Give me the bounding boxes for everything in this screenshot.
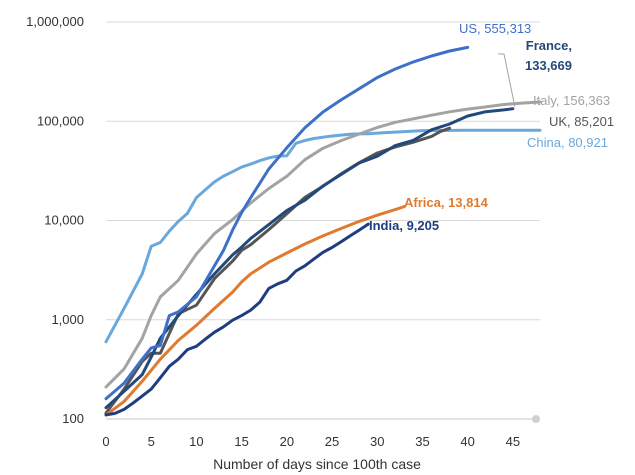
x-tick-label: 0 bbox=[102, 434, 109, 449]
series-line-india bbox=[104, 222, 370, 417]
series-value-uk: 85,201 bbox=[574, 114, 614, 129]
x-tick-label: 35 bbox=[415, 434, 429, 449]
label-connector bbox=[498, 53, 516, 107]
series-labels: China, 80,921 Italy, 156,363 UK, 85,201 Fra… bbox=[369, 21, 614, 233]
series-value-africa: 13,814 bbox=[448, 195, 489, 210]
y-tick-label: 10,000 bbox=[44, 213, 84, 228]
series-label-china: China, 80,921 bbox=[527, 135, 608, 150]
gridlines bbox=[106, 21, 540, 321]
y-tick-label: 1,000 bbox=[51, 312, 84, 327]
x-tick-label: 5 bbox=[148, 434, 155, 449]
series-line-italy bbox=[104, 100, 542, 389]
x-tick-label: 30 bbox=[370, 434, 384, 449]
y-axis-ticks: 100 1,000 10,000 100,000 1,000,000 bbox=[26, 14, 84, 426]
series-label-us: US, 555,313 bbox=[459, 21, 531, 36]
series-value-india: 9,205 bbox=[407, 218, 440, 233]
x-axis-ticks: 0 5 10 15 20 25 30 35 40 45 bbox=[102, 434, 520, 449]
series-line-uk bbox=[104, 126, 452, 415]
x-tick-label: 10 bbox=[189, 434, 203, 449]
series-value-italy: 156,363 bbox=[563, 93, 610, 108]
series-line-us bbox=[104, 45, 470, 401]
series-label-france: France, bbox=[526, 38, 572, 53]
series-value-us: 555,313 bbox=[484, 21, 531, 36]
series-line-china bbox=[104, 128, 542, 344]
series-label-uk: UK, 85,201 bbox=[549, 114, 614, 129]
series-label-italy: Italy, 156,363 bbox=[533, 93, 610, 108]
series-line-africa bbox=[104, 205, 406, 417]
series-lines bbox=[104, 45, 542, 417]
series-value-france: 133,669 bbox=[525, 58, 572, 73]
x-axis-end-marker bbox=[532, 415, 540, 423]
x-axis-title: Number of days since 100th case bbox=[213, 456, 421, 472]
series-label-india: India, 9,205 bbox=[369, 218, 439, 233]
x-tick-label: 40 bbox=[460, 434, 474, 449]
series-line-france bbox=[104, 107, 515, 410]
x-tick-label: 20 bbox=[280, 434, 294, 449]
series-label-africa: Africa, 13,814 bbox=[404, 195, 489, 210]
y-tick-label: 1,000,000 bbox=[26, 14, 84, 29]
x-tick-label: 25 bbox=[325, 434, 339, 449]
y-tick-label: 100 bbox=[62, 411, 84, 426]
x-tick-label: 45 bbox=[506, 434, 520, 449]
x-tick-label: 15 bbox=[234, 434, 248, 449]
y-tick-label: 100,000 bbox=[37, 113, 84, 128]
series-value-china: 80,921 bbox=[568, 135, 608, 150]
